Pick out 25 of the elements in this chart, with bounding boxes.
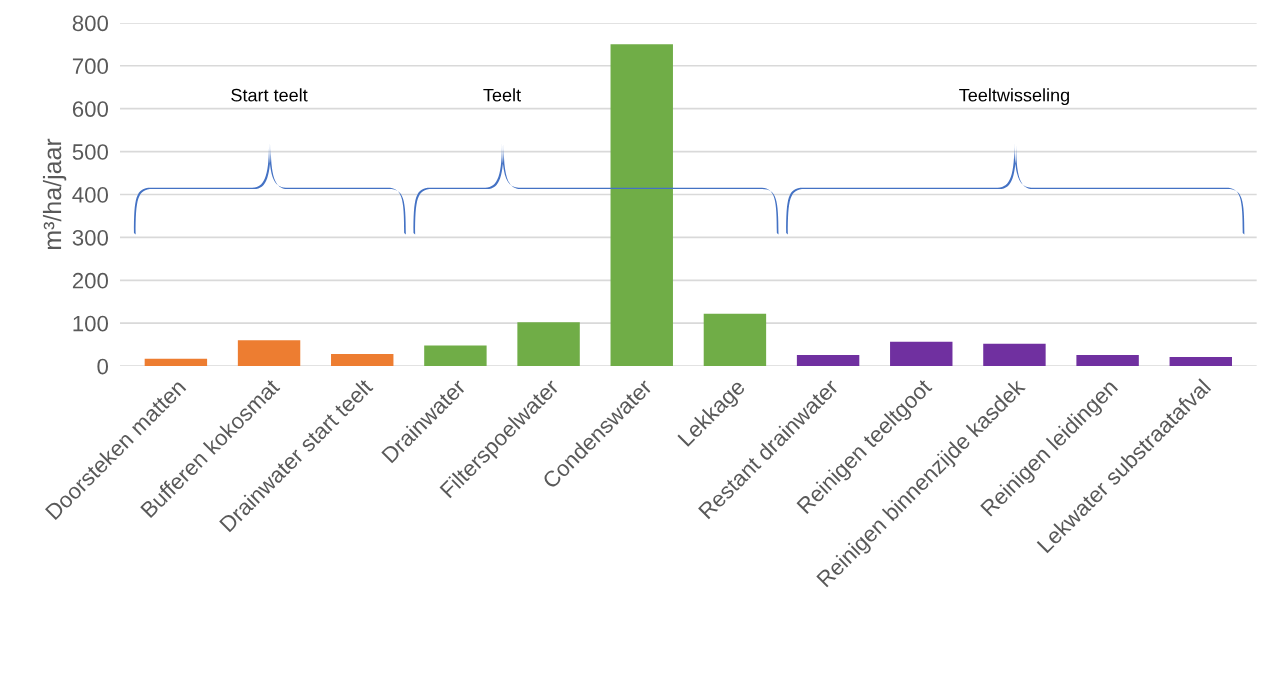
bar: [331, 354, 394, 367]
y-tick-label: 600: [72, 101, 109, 117]
bar: [1169, 357, 1232, 367]
y-tick-label: 700: [72, 58, 109, 75]
y-axis-title: m³/ha/jaar: [42, 138, 67, 250]
y-tick-label: 200: [72, 272, 109, 289]
bar: [610, 44, 673, 367]
y-tick-label: 500: [72, 144, 109, 160]
y-tick-label: 100: [73, 315, 109, 332]
bar: [796, 354, 860, 367]
y-tick-label: 800: [72, 15, 109, 32]
annotation: Teelt: [483, 88, 521, 102]
y-tick-label: 400: [72, 187, 109, 203]
bar: [144, 358, 208, 367]
bar: [983, 343, 1046, 367]
bar: [1076, 354, 1139, 367]
bar: [890, 341, 953, 367]
bar: [703, 313, 767, 367]
bar: [424, 345, 487, 367]
annotation: Teeltwisseling: [959, 88, 1069, 106]
bar: [237, 340, 301, 367]
y-tick-label: 300: [72, 229, 109, 246]
y-tick-label: 0: [97, 358, 109, 375]
bar: [517, 322, 580, 367]
annotation: Start teelt: [231, 88, 308, 102]
